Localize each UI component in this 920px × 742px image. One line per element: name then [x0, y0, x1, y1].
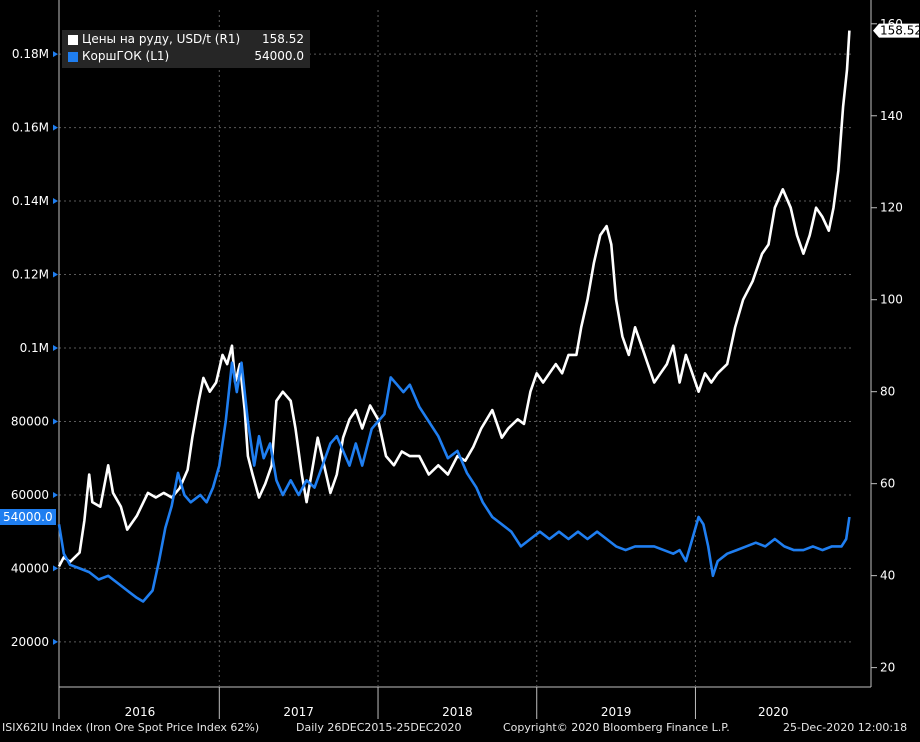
- right-tick-label: 120: [880, 201, 903, 215]
- left-tick-marker: [53, 198, 58, 205]
- left-tick-marker: [53, 51, 58, 58]
- footer-copyright: Copyright© 2020 Bloomberg Finance L.P.: [503, 721, 730, 734]
- left-tick-marker: [53, 345, 58, 351]
- footer-period: Daily 26DEC2015-25DEC2020: [296, 721, 462, 734]
- left-tick-label: 80000: [11, 414, 49, 428]
- legend-value-ore-price: 158.52: [262, 32, 304, 46]
- left-tick-label: 0.12M: [12, 268, 49, 282]
- right-tick-label: 20: [880, 661, 895, 675]
- x-tick-label: 2018: [442, 705, 473, 719]
- left-tick-label: 40000: [11, 561, 49, 575]
- footer: ISIX62IU Index (Iron Ore Spot Price Inde…: [0, 719, 920, 738]
- left-tick-marker: [53, 491, 58, 498]
- left-tick-label: 0.14M: [12, 194, 49, 208]
- left-last-value-tag: [0, 509, 56, 525]
- legend-swatch-blue: [68, 52, 78, 62]
- series-line-ore-price: [57, 30, 851, 568]
- legend: Цены на руду, USD/t (R1) 158.52 КоршГОК …: [62, 30, 310, 68]
- right-tick-label: 140: [880, 109, 903, 123]
- footer-index: ISIX62IU Index (Iron Ore Spot Price Inde…: [2, 721, 260, 734]
- left-tick-marker: [53, 124, 58, 131]
- x-tick-label: 2017: [283, 705, 314, 719]
- legend-label-ore-price: Цены на руду, USD/t (R1): [82, 32, 241, 46]
- right-tick-label: 60: [880, 477, 895, 491]
- legend-item-korshgok: КоршГОК (L1) 54000.0: [68, 49, 308, 65]
- x-tick-label: 2019: [601, 705, 632, 719]
- legend-swatch-white: [68, 35, 78, 45]
- series-line-korshgok: [57, 361, 851, 603]
- right-tick-label: 100: [880, 293, 903, 307]
- left-tick-label: 60000: [11, 488, 49, 502]
- left-last-value-label: 54000.0: [3, 510, 53, 524]
- right-last-value-tag: [873, 23, 919, 38]
- right-last-value-label: 158.52: [880, 24, 920, 38]
- footer-timestamp: 25-Dec-2020 12:00:18: [783, 721, 908, 734]
- x-tick-label: 2016: [125, 705, 156, 719]
- legend-item-ore-price: Цены на руду, USD/t (R1) 158.52: [68, 32, 308, 48]
- legend-label-korshgok: КоршГОК (L1): [82, 49, 170, 63]
- left-tick-marker: [53, 638, 58, 645]
- left-tick-marker: [53, 565, 58, 572]
- right-tick-label: 80: [880, 385, 895, 399]
- left-tick-marker: [53, 271, 58, 278]
- legend-value-korshgok: 54000.0: [254, 49, 304, 63]
- right-tick-label: 40: [880, 569, 895, 583]
- left-tick-label: 0.16M: [12, 121, 49, 135]
- left-tick-marker: [53, 418, 58, 425]
- x-tick-label: 2020: [758, 705, 789, 719]
- left-tick-label: 0.18M: [12, 47, 49, 61]
- left-tick-label: 20000: [11, 635, 49, 649]
- left-tick-label: 0.1M: [20, 341, 49, 355]
